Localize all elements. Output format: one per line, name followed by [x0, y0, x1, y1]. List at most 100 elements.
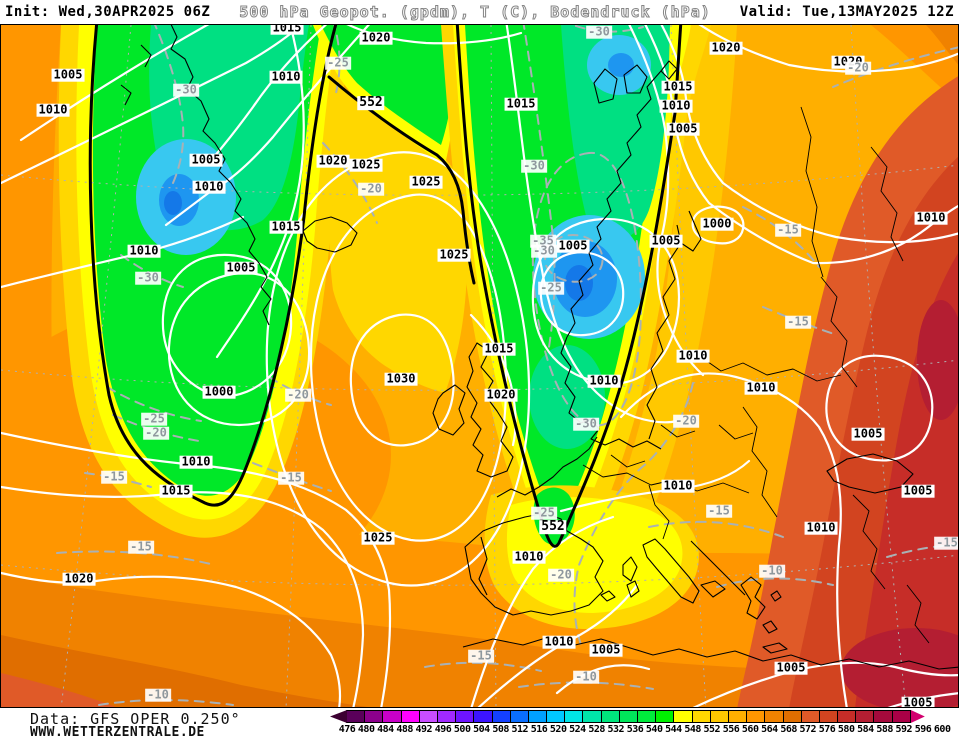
chart-header: Init: Wed,30APR2025 06Z 500 hPa Geopot. …: [0, 0, 959, 24]
colorbar-tick: 564: [761, 724, 778, 735]
valid-time-label: Valid: Tue,13MAY2025 12Z: [739, 4, 954, 20]
pressure-label: 1010: [542, 634, 576, 649]
temperature-label: -30: [173, 82, 199, 97]
colorbar-swatch: [891, 710, 911, 723]
colorbar-swatch: [637, 710, 657, 723]
pressure-label: 1005: [901, 483, 935, 498]
pressure-label: 1005: [51, 67, 85, 82]
colorbar-swatch: [346, 710, 366, 723]
pressure-label: 1005: [666, 121, 700, 136]
colorbar: [330, 710, 925, 723]
colorbar-swatch: [800, 710, 820, 723]
temperature-label: -15: [278, 470, 304, 485]
colorbar-swatch: [618, 710, 638, 723]
colorbar-swatch: [382, 710, 402, 723]
colorbar-tick: 596: [914, 724, 932, 735]
pressure-label: 1010: [676, 348, 710, 363]
pressure-label: 1015: [482, 341, 516, 356]
colorbar-swatch: [473, 710, 493, 723]
pressure-label: 1015: [270, 25, 304, 35]
pressure-label: 1025: [409, 174, 443, 189]
geopotential-552-contours: [88, 25, 683, 548]
colorbar-swatch: [691, 710, 711, 723]
colorbar-tick: 520: [549, 724, 567, 735]
temperature-label: -15: [706, 503, 732, 518]
colorbar-swatch: [655, 710, 675, 723]
temperature-label: -20: [673, 413, 699, 428]
colorbar-tick: 500: [453, 724, 471, 735]
pressure-label: 1025: [361, 530, 395, 545]
temperature-label: -15: [128, 539, 154, 554]
temperature-label: -20: [548, 567, 574, 582]
pressure-label: 1015: [269, 219, 303, 234]
colorbar-tick: 488: [396, 724, 413, 735]
pressure-label: 1020: [709, 40, 743, 55]
pressure-label: 1025: [349, 157, 383, 172]
temperature-label: -25: [325, 55, 351, 70]
pressure-label: 1015: [661, 79, 695, 94]
colorbar-swatch: [364, 710, 384, 723]
map-canvas: [1, 25, 958, 707]
pressure-label: 1020: [62, 571, 96, 586]
temperature-label: -15: [468, 648, 494, 663]
temperature-label: -30: [531, 243, 557, 258]
colorbar-tick: 536: [626, 724, 644, 735]
pressure-label: 1000: [700, 216, 734, 231]
colorbar-left-arrow: [330, 710, 347, 723]
pressure-label: 1020: [359, 30, 393, 45]
colorbar-tick: 548: [684, 724, 701, 735]
colorbar-swatch: [600, 710, 620, 723]
pressure-label: 1010: [587, 373, 621, 388]
pressure-label: 1000: [202, 384, 236, 399]
pressure-label: 1005: [589, 642, 623, 657]
colorbar-tick: 504: [473, 724, 490, 735]
temperature-label: -30: [521, 158, 547, 173]
colorbar-swatch: [709, 710, 729, 723]
temperature-label: -30: [586, 24, 612, 39]
colorbar-ticks: 476 480 484 488 492 496 500 504 508 512 516 520 524 5…: [330, 724, 959, 738]
colorbar-tick: 544: [665, 724, 682, 735]
temperature-label: -10: [759, 563, 785, 578]
colorbar-swatch: [436, 710, 457, 723]
country-borders: [582, 106, 930, 644]
colorbar-tick: 496: [434, 724, 452, 735]
pressure-label: 1010: [914, 210, 948, 225]
colorbar-swatch: [564, 710, 584, 723]
colorbar-swatch: [855, 710, 875, 723]
pressure-label: 1010: [804, 520, 838, 535]
colorbar-tick: 508: [492, 724, 509, 735]
colorbar-tick: 540: [645, 724, 663, 735]
colorbar-tick: 480: [357, 724, 375, 735]
temperature-label: -15: [785, 314, 811, 329]
pressure-label: 1030: [384, 371, 418, 386]
temperature-label: -25: [141, 411, 167, 426]
website-label: WWW.WETTERZENTRALE.DE: [30, 725, 205, 740]
init-time-label: Init: Wed,30APR2025 06Z: [5, 4, 211, 20]
colorbar-tick: 592: [895, 724, 913, 735]
colorbar-tick: 600: [933, 724, 951, 735]
pressure-label: 1005: [189, 152, 223, 167]
temperature-label: -20: [285, 387, 311, 402]
colorbar-swatch: [582, 710, 602, 723]
colorbar-tick: 560: [741, 724, 759, 735]
temperature-label: -20: [143, 425, 169, 440]
colorbar-swatches: [346, 710, 911, 723]
colorbar-swatch: [746, 710, 766, 723]
temperature-label: -20: [358, 181, 384, 196]
temperature-label: -30: [135, 270, 161, 285]
pressure-label: 1005: [556, 238, 590, 253]
pressure-label: 1010: [127, 243, 161, 258]
temperature-label: -15: [934, 535, 958, 550]
colorbar-tick: 516: [530, 724, 548, 735]
colorbar-tick: 484: [377, 724, 394, 735]
colorbar-tick: 576: [818, 724, 836, 735]
colorbar-swatch: [673, 710, 693, 723]
colorbar-tick: 556: [722, 724, 740, 735]
weather-map: 1015 1005 1010 1010 1005 1010 1015 1010 1020 1015…: [0, 24, 959, 708]
colorbar-tick: 572: [799, 724, 817, 735]
pressure-label: 1010: [179, 454, 213, 469]
colorbar-swatch: [491, 710, 511, 723]
pressure-label: 1005: [649, 233, 683, 248]
geopotential-552-label: 552: [539, 519, 567, 535]
